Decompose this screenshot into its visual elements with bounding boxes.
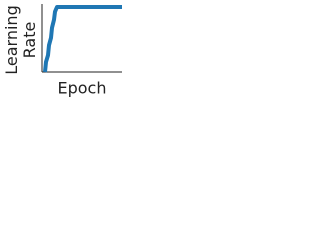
chart: Epoch LearningRate xyxy=(2,4,122,98)
x-axis-label: Epoch xyxy=(58,79,107,98)
y-axis-label: LearningRate xyxy=(2,5,39,74)
line xyxy=(43,5,122,73)
